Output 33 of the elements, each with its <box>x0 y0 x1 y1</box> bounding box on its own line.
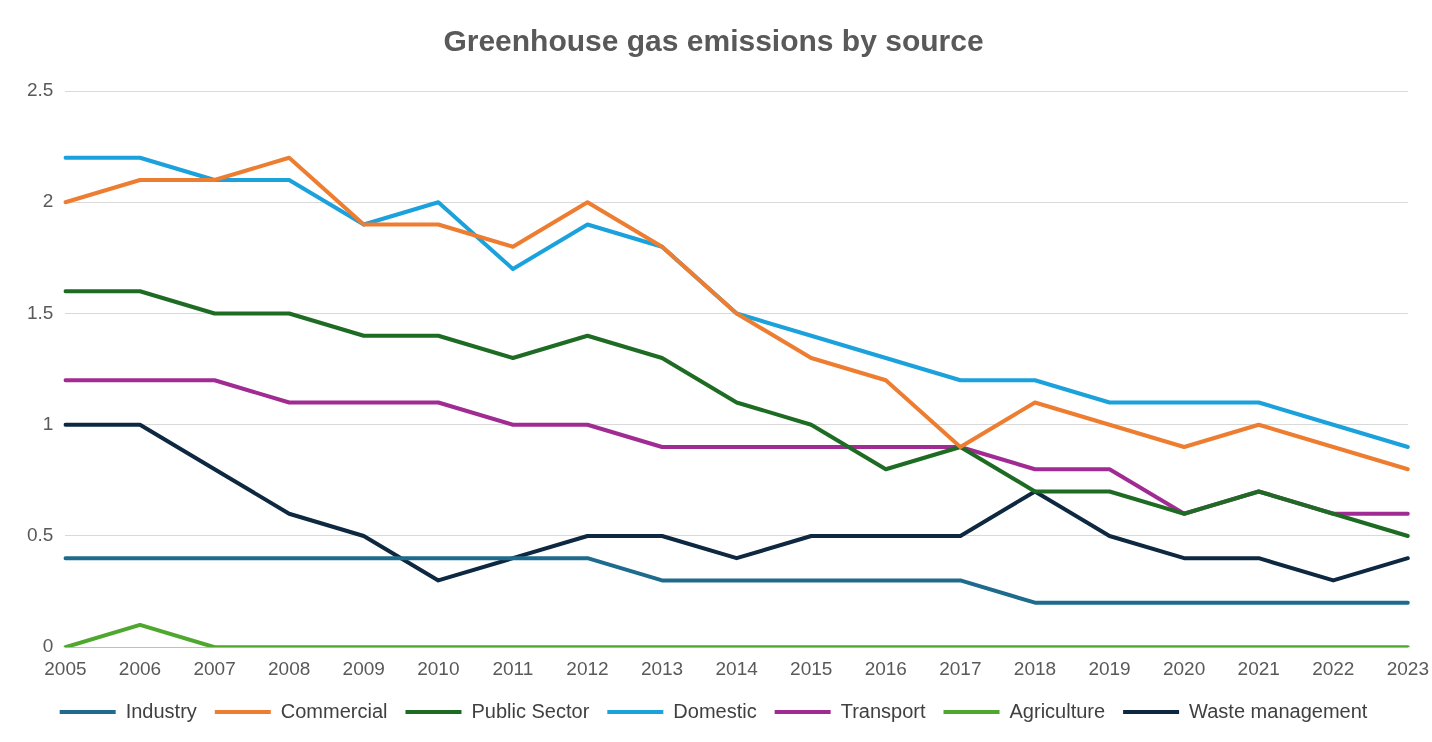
y-tick-label: 1.5 <box>26 301 54 323</box>
x-tick-label: 2009 <box>342 657 385 679</box>
x-tick-label: 2011 <box>492 657 534 679</box>
y-tick-label: 2 <box>42 190 54 212</box>
x-tick-label: 2018 <box>1013 657 1057 679</box>
legend-label: Commercial <box>280 699 388 722</box>
x-tick-label: 2006 <box>118 657 162 679</box>
x-tick-label: 2016 <box>864 657 907 679</box>
legend-label: Public Sector <box>471 699 590 722</box>
x-tick-label: 2012 <box>566 657 609 679</box>
legend-label: Waste management <box>1189 699 1368 722</box>
x-tick-label: 2023 <box>1386 657 1430 679</box>
legend-label: Domestic <box>673 699 757 722</box>
x-tick-label: 2015 <box>790 657 833 679</box>
chart-title: Greenhouse gas emissions by source <box>443 24 984 58</box>
x-tick-label: 2005 <box>44 657 87 679</box>
y-tick-label: 0 <box>42 635 54 657</box>
y-tick-label: 2.5 <box>26 79 54 101</box>
x-tick-label: 2017 <box>939 657 982 679</box>
x-tick-label: 2010 <box>417 657 460 679</box>
x-tick-label: 2007 <box>193 657 236 679</box>
x-tick-label: 2008 <box>268 657 311 679</box>
y-tick-label: 0.5 <box>26 524 54 546</box>
legend-label: Industry <box>125 699 197 722</box>
x-tick-label: 2022 <box>1312 657 1355 679</box>
x-tick-label: 2013 <box>640 657 684 679</box>
y-tick-label: 1 <box>42 412 54 434</box>
legend-label: Agriculture <box>1009 699 1106 722</box>
x-tick-label: 2021 <box>1237 657 1280 679</box>
x-tick-label: 2020 <box>1162 657 1206 679</box>
legend-label: Transport <box>840 699 926 722</box>
x-tick-label: 2014 <box>715 657 759 679</box>
x-tick-label: 2019 <box>1088 657 1131 679</box>
